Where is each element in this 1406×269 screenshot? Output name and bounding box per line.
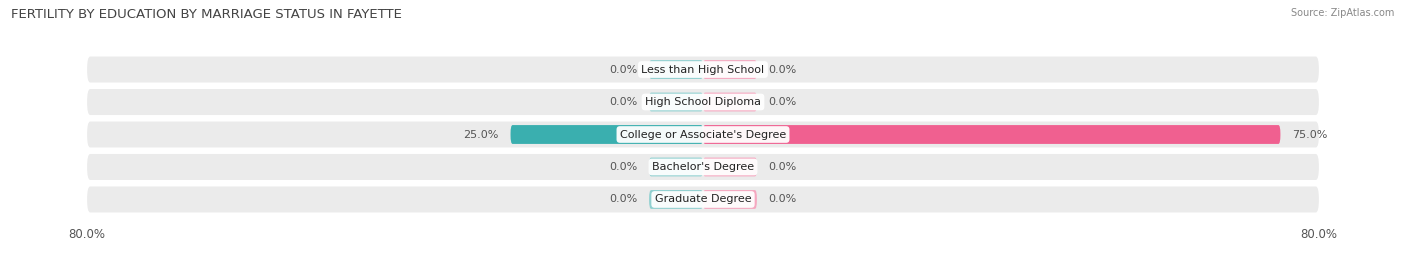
FancyBboxPatch shape: [87, 186, 1319, 213]
Text: High School Diploma: High School Diploma: [645, 97, 761, 107]
FancyBboxPatch shape: [703, 190, 756, 209]
Text: 0.0%: 0.0%: [609, 194, 637, 204]
FancyBboxPatch shape: [703, 158, 756, 176]
Text: FERTILITY BY EDUCATION BY MARRIAGE STATUS IN FAYETTE: FERTILITY BY EDUCATION BY MARRIAGE STATU…: [11, 8, 402, 21]
Text: 0.0%: 0.0%: [609, 97, 637, 107]
FancyBboxPatch shape: [650, 93, 703, 111]
Text: 0.0%: 0.0%: [769, 162, 797, 172]
FancyBboxPatch shape: [87, 122, 1319, 147]
Text: 0.0%: 0.0%: [609, 65, 637, 75]
Text: 75.0%: 75.0%: [1292, 129, 1327, 140]
FancyBboxPatch shape: [510, 125, 703, 144]
FancyBboxPatch shape: [87, 154, 1319, 180]
Text: Less than High School: Less than High School: [641, 65, 765, 75]
Text: 25.0%: 25.0%: [464, 129, 499, 140]
FancyBboxPatch shape: [87, 89, 1319, 115]
Text: College or Associate's Degree: College or Associate's Degree: [620, 129, 786, 140]
Text: Graduate Degree: Graduate Degree: [655, 194, 751, 204]
Text: 0.0%: 0.0%: [609, 162, 637, 172]
FancyBboxPatch shape: [703, 60, 756, 79]
Text: Source: ZipAtlas.com: Source: ZipAtlas.com: [1291, 8, 1395, 18]
FancyBboxPatch shape: [87, 56, 1319, 83]
Text: Bachelor's Degree: Bachelor's Degree: [652, 162, 754, 172]
Text: 0.0%: 0.0%: [769, 97, 797, 107]
FancyBboxPatch shape: [650, 60, 703, 79]
FancyBboxPatch shape: [703, 93, 756, 111]
Text: 0.0%: 0.0%: [769, 65, 797, 75]
Text: 0.0%: 0.0%: [769, 194, 797, 204]
FancyBboxPatch shape: [703, 125, 1281, 144]
FancyBboxPatch shape: [650, 158, 703, 176]
FancyBboxPatch shape: [650, 190, 703, 209]
